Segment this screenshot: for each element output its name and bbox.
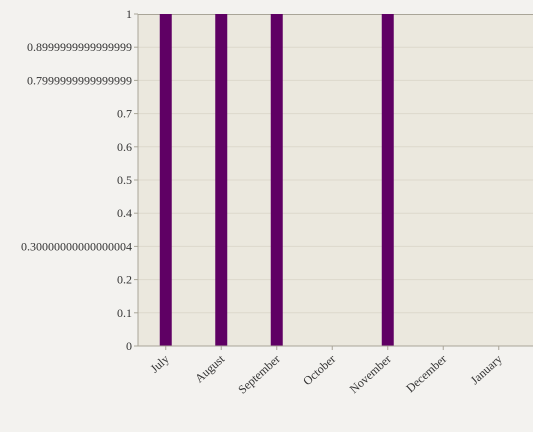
y-tick-label: 0.2 bbox=[117, 273, 132, 287]
x-axis-ticks: July August September October November Decemb… bbox=[148, 346, 505, 397]
x-tick-label: September bbox=[235, 352, 283, 397]
bar-september bbox=[270, 14, 283, 346]
y-axis-ticks: 0 0.1 0.2 0.30000000000000004 0.4 0.5 0.6 0.7 0.… bbox=[21, 7, 138, 353]
bar-august bbox=[215, 14, 228, 346]
x-tick-label: August bbox=[192, 351, 228, 385]
x-tick-label: January bbox=[468, 352, 505, 387]
bars bbox=[159, 14, 394, 346]
x-tick-label: December bbox=[403, 352, 449, 395]
gridlines bbox=[138, 14, 533, 314]
x-tick-label: November bbox=[347, 352, 394, 396]
y-tick-label: 1 bbox=[126, 7, 132, 21]
x-tick-label: July bbox=[148, 352, 172, 376]
bar-november bbox=[381, 14, 394, 346]
x-tick-label: October bbox=[300, 352, 338, 388]
y-tick-label: 0.1 bbox=[117, 306, 132, 320]
y-tick-label: 0.7 bbox=[117, 107, 132, 121]
y-tick-label: 0.4 bbox=[117, 206, 132, 220]
y-tick-label: 0 bbox=[126, 339, 132, 353]
y-tick-label: 0.7999999999999999 bbox=[27, 73, 132, 87]
y-tick-label: 0.30000000000000004 bbox=[21, 239, 132, 253]
y-tick-label: 0.6 bbox=[117, 140, 132, 154]
y-tick-label: 0.5 bbox=[117, 173, 132, 187]
bar-july bbox=[159, 14, 172, 346]
y-tick-label: 0.8999999999999999 bbox=[27, 40, 132, 54]
